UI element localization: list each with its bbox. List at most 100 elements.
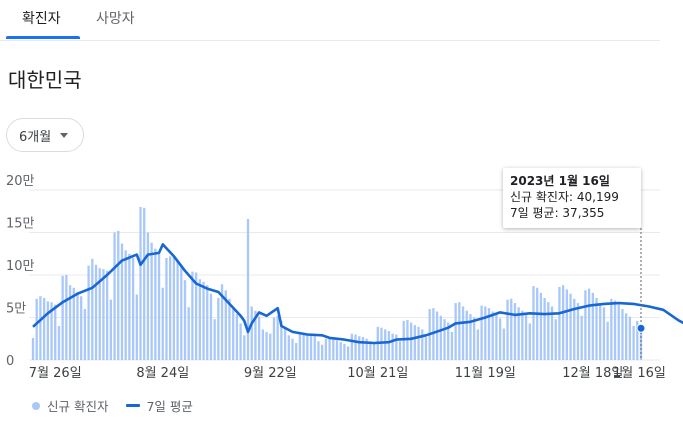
tab-cases[interactable]: 확진자 — [22, 11, 61, 27]
x-tick-label: 12월 18일 — [562, 366, 623, 381]
bar — [610, 298, 613, 360]
tooltip-new-cases: 신규 확진자: 40,199 — [510, 190, 619, 204]
bar — [324, 338, 328, 360]
bar — [183, 280, 187, 360]
bar — [298, 332, 302, 360]
bar — [372, 343, 376, 360]
bar — [187, 307, 190, 360]
bar — [254, 310, 257, 360]
bar — [599, 303, 602, 360]
bar — [80, 296, 83, 360]
bar — [280, 320, 283, 360]
bar — [265, 331, 268, 360]
bar — [302, 333, 305, 360]
bar — [246, 218, 250, 360]
bar — [576, 303, 580, 360]
bar — [513, 303, 517, 360]
bar — [547, 302, 550, 360]
bar — [165, 258, 168, 360]
x-tick-label: 9월 22일 — [244, 366, 297, 381]
x-tick-label: 11월 19일 — [455, 366, 516, 381]
bar — [94, 264, 98, 360]
bar — [124, 250, 127, 360]
bar — [276, 315, 279, 360]
bar — [206, 285, 209, 360]
bar — [465, 310, 468, 360]
bar — [283, 327, 287, 360]
cases-chart[interactable]: 0 5만 10만 15만 20만 7월 26일 8월 24일 9월 22일 10월 21일 11월… — [0, 160, 683, 392]
tab-deaths[interactable]: 사망자 — [96, 11, 135, 27]
bar — [83, 309, 87, 360]
bar — [161, 287, 164, 360]
bar — [317, 341, 320, 360]
bar — [439, 315, 442, 360]
bar — [536, 287, 539, 360]
bar — [502, 328, 505, 360]
bar — [558, 286, 561, 360]
bar — [295, 343, 298, 360]
bar — [584, 290, 587, 360]
bar — [413, 325, 417, 360]
bar — [61, 275, 64, 360]
bar — [450, 331, 454, 360]
bar — [146, 232, 150, 360]
bar — [606, 321, 609, 360]
bar — [580, 315, 583, 360]
average-line — [32, 243, 683, 345]
bar — [313, 336, 316, 360]
bar — [31, 337, 35, 360]
bar — [543, 297, 546, 360]
bar — [636, 320, 639, 360]
period-dropdown[interactable]: 6개월 — [6, 118, 84, 152]
region-title: 대한민국 — [8, 68, 82, 92]
bar — [35, 298, 38, 360]
bar — [639, 325, 643, 360]
bar — [131, 258, 135, 360]
bar — [139, 207, 142, 360]
bar — [498, 318, 502, 360]
bar — [517, 307, 520, 360]
bar — [491, 311, 494, 360]
bar — [306, 334, 309, 360]
bar — [554, 319, 557, 360]
x-tick-label: 1월 16일 — [613, 366, 666, 381]
bar — [387, 331, 391, 360]
bar — [91, 258, 94, 360]
period-dropdown-label: 6개월 — [19, 129, 52, 145]
bar — [628, 316, 632, 360]
bar — [113, 232, 116, 360]
bar — [417, 326, 420, 360]
bar — [524, 314, 528, 360]
bar — [550, 306, 554, 360]
bar — [154, 248, 157, 360]
bar — [42, 297, 46, 360]
bar — [217, 297, 220, 360]
legend-line-label: 7일 평균 — [146, 399, 193, 414]
bar — [335, 340, 339, 360]
bar — [109, 299, 113, 360]
bar — [354, 334, 357, 360]
bar — [65, 275, 68, 360]
bar — [621, 309, 624, 360]
bar — [120, 243, 124, 360]
bar — [395, 334, 398, 360]
bar — [532, 286, 535, 360]
bar — [261, 329, 265, 360]
bar — [443, 319, 446, 360]
bar — [50, 302, 53, 360]
bar — [391, 333, 394, 360]
legend-bars-label: 신규 확진자 — [47, 399, 109, 414]
y-tick-label: 10만 — [6, 259, 35, 274]
y-tick-label: 0 — [6, 354, 14, 369]
bar — [346, 346, 350, 360]
bar — [480, 305, 483, 360]
bar — [328, 337, 331, 360]
tooltip-date: 2023년 1월 16일 — [510, 174, 610, 188]
bar — [613, 300, 617, 360]
bar — [228, 298, 231, 360]
bar — [239, 323, 242, 360]
y-tick-label: 15만 — [6, 217, 35, 232]
y-tick-label: 20만 — [6, 174, 35, 189]
bar — [46, 301, 49, 360]
bar — [150, 242, 153, 360]
